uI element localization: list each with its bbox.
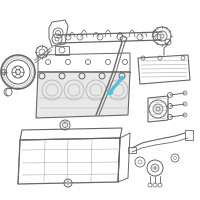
Circle shape <box>66 182 70 184</box>
Circle shape <box>44 52 46 53</box>
Circle shape <box>41 54 43 55</box>
Circle shape <box>90 84 102 96</box>
Circle shape <box>68 84 80 96</box>
Circle shape <box>153 104 163 114</box>
Circle shape <box>46 50 48 52</box>
Circle shape <box>37 57 38 59</box>
Circle shape <box>39 55 41 57</box>
Circle shape <box>16 70 21 74</box>
Bar <box>185 130 193 140</box>
Circle shape <box>51 46 53 48</box>
Circle shape <box>154 166 156 170</box>
Circle shape <box>49 48 50 50</box>
Circle shape <box>46 84 58 96</box>
Circle shape <box>62 122 68 128</box>
Circle shape <box>108 90 112 95</box>
Circle shape <box>34 59 36 61</box>
Circle shape <box>160 34 164 38</box>
Circle shape <box>112 84 124 96</box>
Polygon shape <box>36 72 130 118</box>
Bar <box>55 46 69 55</box>
Circle shape <box>120 76 124 79</box>
Bar <box>128 147 136 153</box>
Circle shape <box>151 164 159 172</box>
